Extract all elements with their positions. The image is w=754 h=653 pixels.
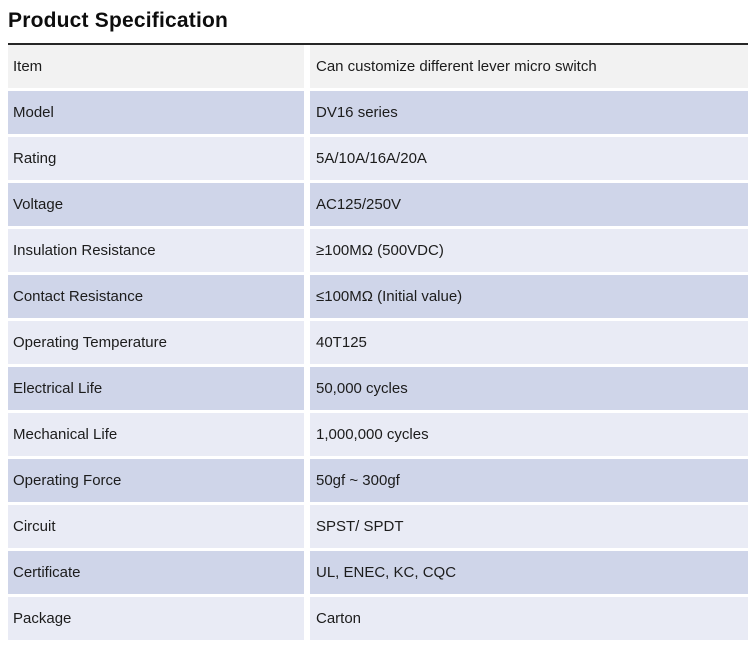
table-row: Package Carton	[8, 597, 748, 640]
table-row: Certificate UL, ENEC, KC, CQC	[8, 551, 748, 594]
table-row: Model DV16 series	[8, 91, 748, 134]
table-row: Rating 5A/10A/16A/20A	[8, 137, 748, 180]
spec-label: Voltage	[8, 183, 304, 226]
table-row: Operating Force 50gf ~ 300gf	[8, 459, 748, 502]
table-row: Mechanical Life 1,000,000 cycles	[8, 413, 748, 456]
spec-label: Operating Temperature	[8, 321, 304, 364]
spec-value: Can customize different lever micro swit…	[310, 45, 748, 88]
spec-value: ≥100MΩ (500VDC)	[310, 229, 748, 272]
spec-value: 5A/10A/16A/20A	[310, 137, 748, 180]
spec-value: ≤100MΩ (Initial value)	[310, 275, 748, 318]
spec-label: Item	[8, 45, 304, 88]
page-title: Product Specification	[8, 9, 229, 32]
spec-value: Carton	[310, 597, 748, 640]
spec-value: AC125/250V	[310, 183, 748, 226]
spec-label: Mechanical Life	[8, 413, 304, 456]
table-row: Item Can customize different lever micro…	[8, 45, 748, 88]
spec-label: Circuit	[8, 505, 304, 548]
spec-label: Contact Resistance	[8, 275, 304, 318]
spec-table: Item Can customize different lever micro…	[8, 43, 748, 640]
product-spec-page: Product Specification Item Can customize…	[0, 9, 754, 640]
spec-value: SPST/ SPDT	[310, 505, 748, 548]
spec-value: 1,000,000 cycles	[310, 413, 748, 456]
spec-label: Insulation Resistance	[8, 229, 304, 272]
spec-value: 50gf ~ 300gf	[310, 459, 748, 502]
spec-label: Certificate	[8, 551, 304, 594]
spec-value: DV16 series	[310, 91, 748, 134]
spec-label: Package	[8, 597, 304, 640]
spec-label: Model	[8, 91, 304, 134]
spec-value: UL, ENEC, KC, CQC	[310, 551, 748, 594]
table-row: Circuit SPST/ SPDT	[8, 505, 748, 548]
spec-value: 40T125	[310, 321, 748, 364]
table-row: Operating Temperature 40T125	[8, 321, 748, 364]
spec-label: Rating	[8, 137, 304, 180]
table-row: Insulation Resistance ≥100MΩ (500VDC)	[8, 229, 748, 272]
spec-label: Electrical Life	[8, 367, 304, 410]
table-row: Voltage AC125/250V	[8, 183, 748, 226]
table-row: Contact Resistance ≤100MΩ (Initial value…	[8, 275, 748, 318]
table-row: Electrical Life 50,000 cycles	[8, 367, 748, 410]
spec-label: Operating Force	[8, 459, 304, 502]
spec-value: 50,000 cycles	[310, 367, 748, 410]
